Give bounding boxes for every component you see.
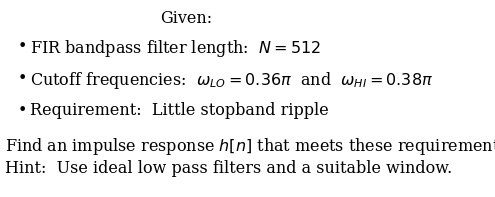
- Text: Cutoff frequencies:  $\omega_{LO} = 0.36\pi$  and  $\omega_{HI} = 0.38\pi$: Cutoff frequencies: $\omega_{LO} = 0.36\…: [30, 70, 433, 91]
- Text: •: •: [18, 70, 27, 87]
- Text: Requirement:  Little stopband ripple: Requirement: Little stopband ripple: [30, 102, 329, 119]
- Text: Hint:  Use ideal low pass filters and a suitable window.: Hint: Use ideal low pass filters and a s…: [5, 160, 452, 177]
- Text: •: •: [18, 38, 27, 55]
- Text: Given:: Given:: [160, 10, 212, 27]
- Text: Find an impulse response $h[n]$ that meets these requirements.: Find an impulse response $h[n]$ that mee…: [5, 136, 495, 157]
- Text: •: •: [18, 102, 27, 119]
- Text: FIR bandpass filter length:  $N = 512$: FIR bandpass filter length: $N = 512$: [30, 38, 321, 59]
